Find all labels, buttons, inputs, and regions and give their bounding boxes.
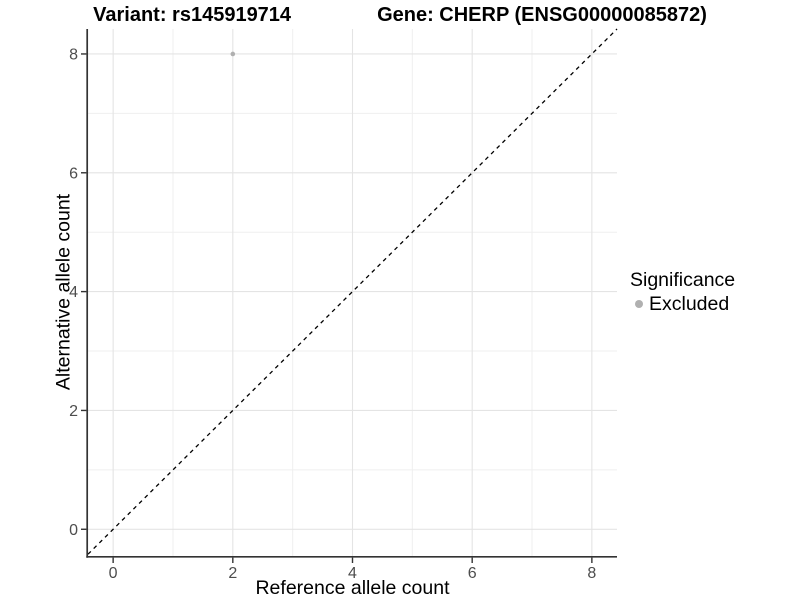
x-axis-title: Reference allele count <box>255 577 450 599</box>
gene-title: Gene: CHERP (ENSG00000085872) <box>377 4 707 26</box>
legend: Significance Excluded <box>630 268 735 316</box>
legend-title: Significance <box>630 269 736 291</box>
y-tick-label: 6 <box>69 165 78 182</box>
x-tick-label: 6 <box>468 565 477 582</box>
x-tick-label: 8 <box>587 565 596 582</box>
legend-item-label: Excluded <box>649 293 730 315</box>
x-tick-label: 4 <box>348 565 357 582</box>
variant-title: Variant: rs145919714 <box>93 4 292 26</box>
y-tick-label: 0 <box>69 522 78 539</box>
x-tick-label: 0 <box>109 565 118 582</box>
excluded-point-icon <box>635 300 643 308</box>
y-tick-label: 8 <box>69 46 78 63</box>
y-tick-label: 2 <box>69 403 78 420</box>
y-tick-label: 4 <box>69 284 78 301</box>
plot-title: Variant: rs145919714 Gene: CHERP (ENSG00… <box>0 4 800 27</box>
data-point <box>230 51 236 57</box>
y-axis-title: Alternative allele count <box>52 193 75 391</box>
x-tick-label: 2 <box>228 565 237 582</box>
legend-item-excluded: Excluded <box>630 292 735 316</box>
